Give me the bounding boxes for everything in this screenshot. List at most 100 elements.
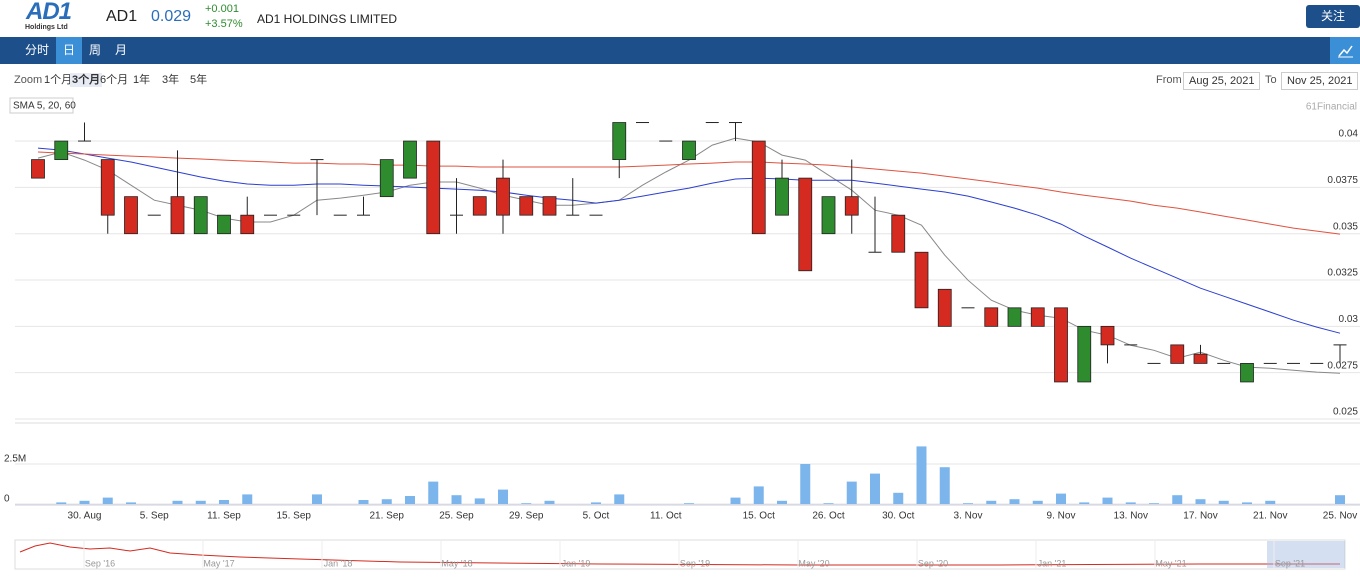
volume-bar bbox=[1335, 495, 1345, 504]
candle-body bbox=[240, 214, 255, 235]
y-tick-label: 0.0375 bbox=[1327, 175, 1358, 186]
volume-bar bbox=[753, 486, 764, 504]
navigator-label: Sep '19 bbox=[680, 558, 710, 568]
candle-body bbox=[891, 214, 906, 253]
candle-body bbox=[1193, 353, 1208, 364]
volume-bar bbox=[1242, 502, 1252, 504]
navigator-label: Sep '20 bbox=[918, 558, 948, 568]
x-tick-label: 11. Oct bbox=[650, 511, 682, 522]
candle-body bbox=[403, 140, 417, 179]
x-tick-label: 25. Nov bbox=[1323, 511, 1357, 522]
to-label: To bbox=[1265, 74, 1277, 86]
sma-line bbox=[37, 137, 1341, 374]
candle-body bbox=[751, 140, 766, 235]
to-input[interactable]: Nov 25, 2021 bbox=[1281, 72, 1359, 90]
navigator-label: May '17 bbox=[203, 558, 234, 568]
tab[interactable]: 周 bbox=[88, 43, 101, 57]
volume-bar bbox=[1125, 502, 1136, 504]
volume-bar bbox=[823, 503, 834, 504]
candle-body bbox=[914, 251, 929, 309]
candle-body bbox=[170, 196, 185, 235]
zoom-label: Zoom bbox=[14, 74, 43, 86]
volume-bar bbox=[1056, 493, 1066, 504]
volume-bar bbox=[521, 503, 532, 504]
candle-body bbox=[542, 196, 557, 216]
navigator-label: Jan '19 bbox=[562, 558, 591, 568]
volume-bar bbox=[381, 499, 392, 504]
volume-bar bbox=[126, 502, 136, 504]
volume-bar bbox=[846, 481, 857, 504]
candle-body bbox=[775, 177, 789, 216]
zoom-option[interactable]: 5年 bbox=[190, 74, 208, 86]
volume-bar bbox=[405, 496, 415, 504]
tab[interactable]: 日 bbox=[56, 37, 82, 64]
volume-bar bbox=[939, 467, 950, 504]
tab[interactable]: 分时 bbox=[24, 43, 49, 57]
candle-body bbox=[472, 196, 487, 216]
change-pct: +3.57% bbox=[205, 18, 243, 30]
x-tick-label: 26. Oct bbox=[812, 511, 844, 522]
y-tick-label: 0.03 bbox=[1339, 314, 1359, 325]
nav-bar: 分时 日 周 月 bbox=[0, 37, 1360, 64]
volume-bar bbox=[963, 503, 973, 504]
volume-bar bbox=[684, 503, 694, 504]
candle-body bbox=[844, 196, 859, 216]
sma-line bbox=[37, 151, 1341, 235]
candle-body bbox=[1077, 325, 1092, 383]
volume-bar bbox=[1032, 500, 1043, 504]
navigator-label: Jan '21 bbox=[1038, 558, 1067, 568]
volume-bar bbox=[474, 498, 485, 504]
candle-body bbox=[798, 177, 813, 272]
zoom-option[interactable]: 1年 bbox=[133, 74, 151, 86]
volume-tick-label: 0 bbox=[4, 494, 10, 505]
zoom-option[interactable]: 3年 bbox=[162, 74, 180, 86]
chart-icon[interactable] bbox=[1330, 37, 1360, 64]
y-tick-label: 0.0325 bbox=[1327, 268, 1358, 279]
volume-bar bbox=[777, 500, 787, 504]
volume-bar bbox=[102, 497, 113, 504]
x-tick-label: 9. Nov bbox=[1047, 511, 1076, 522]
volume-bar bbox=[544, 500, 555, 504]
x-tick-label: 13. Nov bbox=[1114, 511, 1148, 522]
header: AD1 Holdings Ltd AD1 0.029 +0.001 +3.57%… bbox=[0, 0, 1360, 37]
volume-bar bbox=[428, 481, 439, 504]
volume-bar bbox=[1172, 495, 1183, 504]
volume-bar bbox=[870, 473, 880, 504]
x-tick-label: 30. Oct bbox=[882, 511, 914, 522]
zoom-option[interactable]: 6个月 bbox=[100, 74, 129, 86]
candle-body bbox=[100, 159, 115, 216]
candle-body bbox=[193, 196, 208, 235]
volume-bar bbox=[1195, 499, 1206, 504]
candle-body bbox=[1240, 363, 1254, 383]
candle-body bbox=[217, 214, 231, 235]
volume-bar bbox=[79, 500, 90, 504]
tab[interactable]: 月 bbox=[114, 43, 127, 57]
sma-line bbox=[37, 147, 1341, 334]
candle-body bbox=[1007, 307, 1022, 327]
candle-body bbox=[31, 159, 45, 179]
y-tick-label: 0.0275 bbox=[1327, 360, 1358, 371]
from-input[interactable]: Aug 25, 2021 bbox=[1183, 72, 1261, 90]
volume-tick-label: 2.5M bbox=[4, 454, 26, 465]
zoom-option[interactable]: 3个月 bbox=[70, 73, 103, 87]
volume-bar bbox=[498, 489, 508, 504]
navigator-line bbox=[19, 542, 1340, 566]
x-tick-label: 3. Nov bbox=[954, 511, 983, 522]
candle-body bbox=[821, 196, 836, 235]
navigator-label: May '20 bbox=[798, 558, 829, 568]
candle-body bbox=[426, 140, 441, 235]
x-tick-label: 5. Oct bbox=[583, 511, 610, 522]
zoom-option[interactable]: 1个月 bbox=[44, 74, 73, 86]
y-tick-label: 0.04 bbox=[1339, 129, 1359, 140]
x-tick-label: 11. Sep bbox=[207, 511, 241, 522]
volume-bar bbox=[451, 495, 462, 504]
volume-bar bbox=[800, 464, 811, 504]
volume-bar bbox=[730, 497, 741, 504]
navigator-window[interactable] bbox=[1267, 541, 1345, 568]
candle-body bbox=[496, 177, 510, 216]
candle-body bbox=[519, 196, 534, 216]
volume-bar bbox=[1218, 500, 1229, 504]
follow-button[interactable]: 关注 bbox=[1306, 5, 1360, 28]
